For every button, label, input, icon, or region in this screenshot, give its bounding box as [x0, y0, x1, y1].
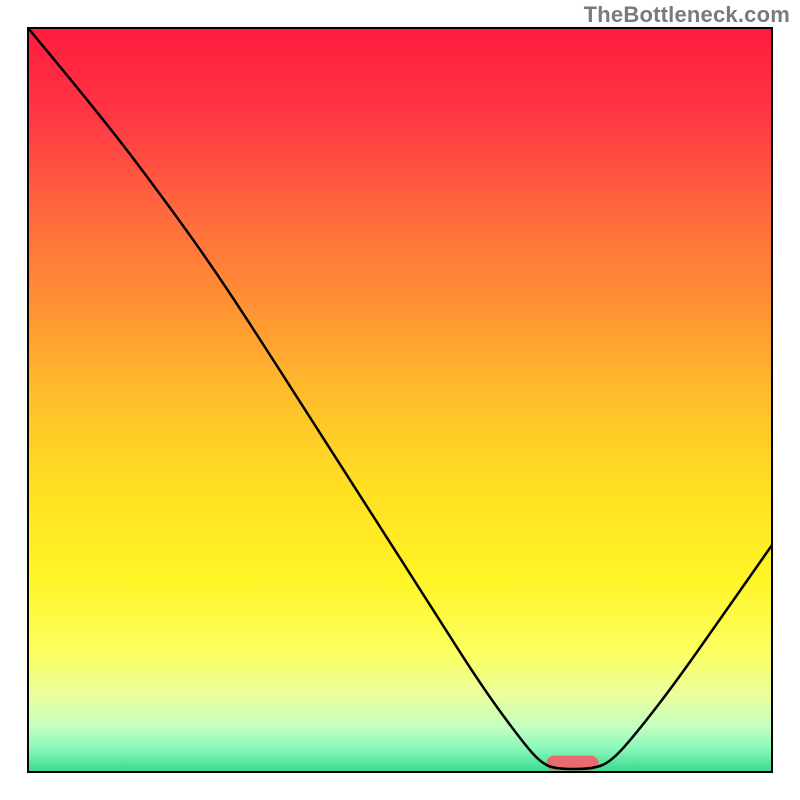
- chart-container: TheBottleneck.com: [0, 0, 800, 800]
- watermark-text: TheBottleneck.com: [584, 2, 790, 28]
- bottleneck-line-chart: [0, 0, 800, 800]
- gradient-background: [28, 28, 772, 772]
